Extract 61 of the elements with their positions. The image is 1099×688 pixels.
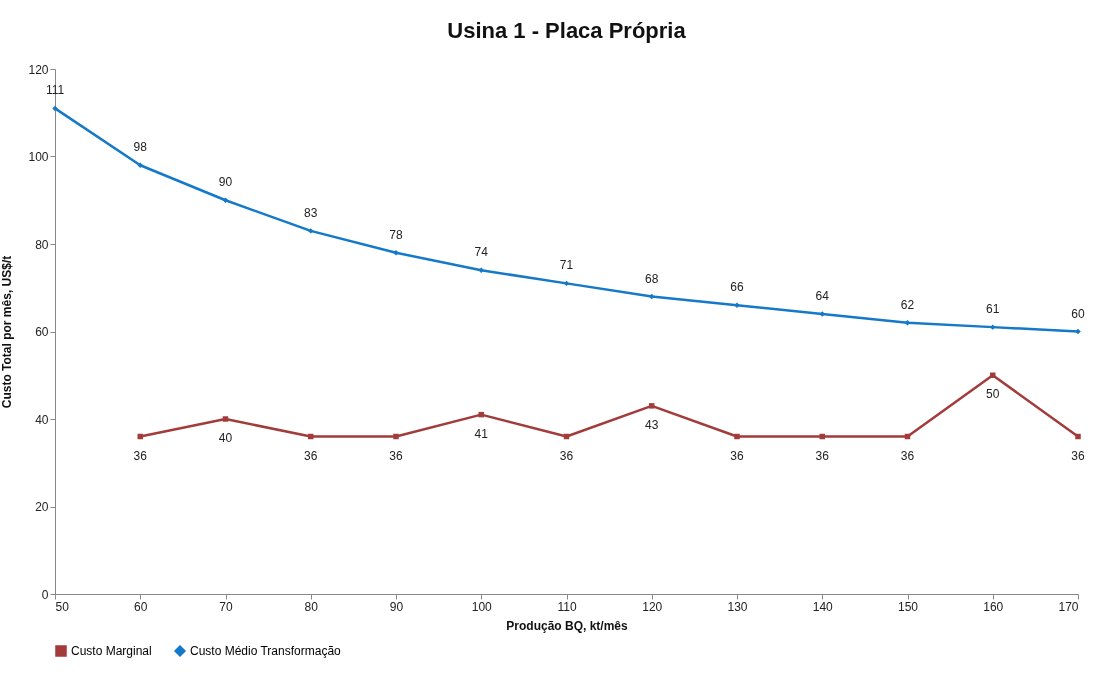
x-tick-label: 70 xyxy=(219,599,233,614)
point xyxy=(1075,433,1081,440)
point xyxy=(734,433,740,440)
x-tick-label: 170 xyxy=(1058,599,1079,614)
x-tick-label: 140 xyxy=(812,599,834,614)
y-tick-label: 60 xyxy=(35,325,49,339)
data-label: 41 xyxy=(474,426,489,441)
data-label: 62 xyxy=(900,297,915,312)
point xyxy=(990,324,996,330)
data-label: 71 xyxy=(559,258,574,273)
data-label: 83 xyxy=(304,205,318,220)
y-tick-label: 20 xyxy=(35,500,49,514)
data-label: 64 xyxy=(815,289,830,303)
data-label: 36 xyxy=(304,448,318,463)
x-tick-label: 50 xyxy=(55,599,70,614)
data-label: 36 xyxy=(389,448,403,463)
data-label: 74 xyxy=(474,245,489,260)
data-label: 90 xyxy=(218,175,233,190)
data-label: 40 xyxy=(218,431,233,445)
data-label: 68 xyxy=(645,271,659,286)
data-label: 50 xyxy=(986,387,1000,402)
y-tick-label: 100 xyxy=(28,150,49,164)
x-tick-label: 60 xyxy=(134,599,148,614)
data-label: 36 xyxy=(1071,448,1085,463)
data-label: 36 xyxy=(815,448,830,463)
legend-label: Custo Médio Transformação xyxy=(190,644,342,658)
point xyxy=(137,162,143,168)
x-tick-label: 150 xyxy=(897,599,919,614)
point xyxy=(1075,328,1081,335)
point xyxy=(393,433,399,440)
x-tick-label: 100 xyxy=(471,599,493,614)
data-label: 36 xyxy=(133,448,148,463)
x-tick-label: 160 xyxy=(983,599,1004,614)
y-tick-label: 120 xyxy=(28,62,49,77)
point xyxy=(649,403,655,409)
data-label: 36 xyxy=(730,448,744,463)
data-label: 98 xyxy=(133,140,148,155)
data-label: 43 xyxy=(645,417,659,432)
y-tick-label: 40 xyxy=(35,412,49,427)
x-tick-label: 80 xyxy=(304,599,319,614)
data-label: 66 xyxy=(730,280,744,295)
y-tick-label: 80 xyxy=(35,237,49,252)
data-label: 36 xyxy=(900,448,915,463)
x-tick-label: 90 xyxy=(389,599,404,614)
legend-label: Custo Marginal xyxy=(71,644,152,658)
point xyxy=(478,267,484,273)
y-tick-label: 0 xyxy=(41,587,49,602)
data-label: 60 xyxy=(1071,306,1085,321)
chart-title: Usina 1 - Placa Própria xyxy=(447,18,687,43)
x-tick-label: 110 xyxy=(557,599,577,614)
point xyxy=(222,416,229,422)
point xyxy=(52,105,58,112)
data-label: 36 xyxy=(559,448,574,463)
point xyxy=(308,228,314,234)
x-axis-title: Produção BQ, kt/mês xyxy=(506,618,628,633)
data-label: 61 xyxy=(986,302,1000,317)
data-label: 78 xyxy=(389,227,403,242)
x-tick-label: 120 xyxy=(642,599,663,614)
data-label: 111 xyxy=(45,83,65,98)
x-tick-label: 130 xyxy=(727,599,748,614)
y-axis-title: Custo Total por mês, US$/t xyxy=(0,255,15,409)
